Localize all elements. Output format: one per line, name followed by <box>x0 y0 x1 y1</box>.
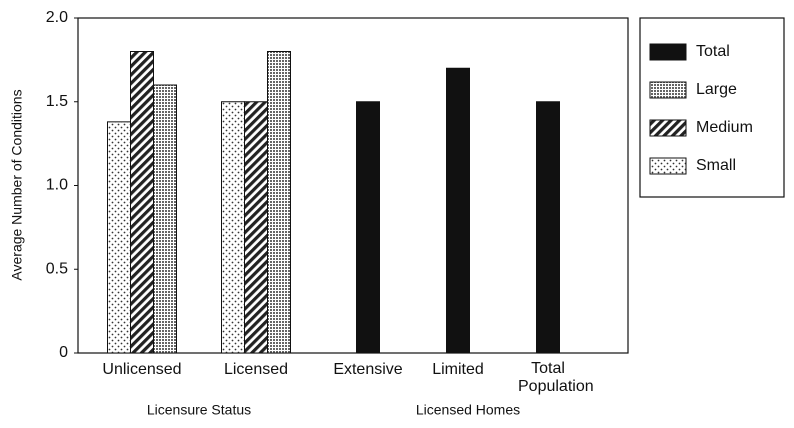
legend-swatch <box>649 119 687 137</box>
y-tick-label: 2.0 <box>46 9 68 26</box>
x-tick-label: Licensed <box>224 361 288 378</box>
bar <box>536 101 560 354</box>
legend-swatch <box>649 157 687 175</box>
y-tick-label: 0.5 <box>46 260 68 277</box>
bar <box>221 101 245 354</box>
bar <box>107 121 131 354</box>
x-tick-label: Unlicensed <box>102 361 181 378</box>
y-tick-label: 1.0 <box>46 177 68 194</box>
x-tick-label: Limited <box>432 361 484 378</box>
bar <box>356 101 380 354</box>
x-tick-label: Total Population <box>518 360 594 395</box>
legend-label: Total <box>696 43 730 60</box>
group-label: Licensed Homes <box>416 402 520 418</box>
bar <box>267 51 291 354</box>
bar <box>446 67 470 354</box>
legend-swatch <box>649 81 687 99</box>
legend-label: Large <box>696 81 737 98</box>
legend-label: Medium <box>696 119 753 136</box>
y-tick-label: 0 <box>59 344 68 361</box>
x-tick-label: Extensive <box>333 361 402 378</box>
bar <box>130 51 154 354</box>
legend-label: Small <box>696 157 736 174</box>
legend-frame <box>639 17 785 198</box>
group-label: Licensure Status <box>147 402 251 418</box>
bar <box>244 101 268 354</box>
y-axis-title: Average Number of Conditions <box>9 89 25 280</box>
legend-swatch <box>649 43 687 61</box>
y-tick-label: 1.5 <box>46 93 68 110</box>
bar <box>153 84 177 354</box>
